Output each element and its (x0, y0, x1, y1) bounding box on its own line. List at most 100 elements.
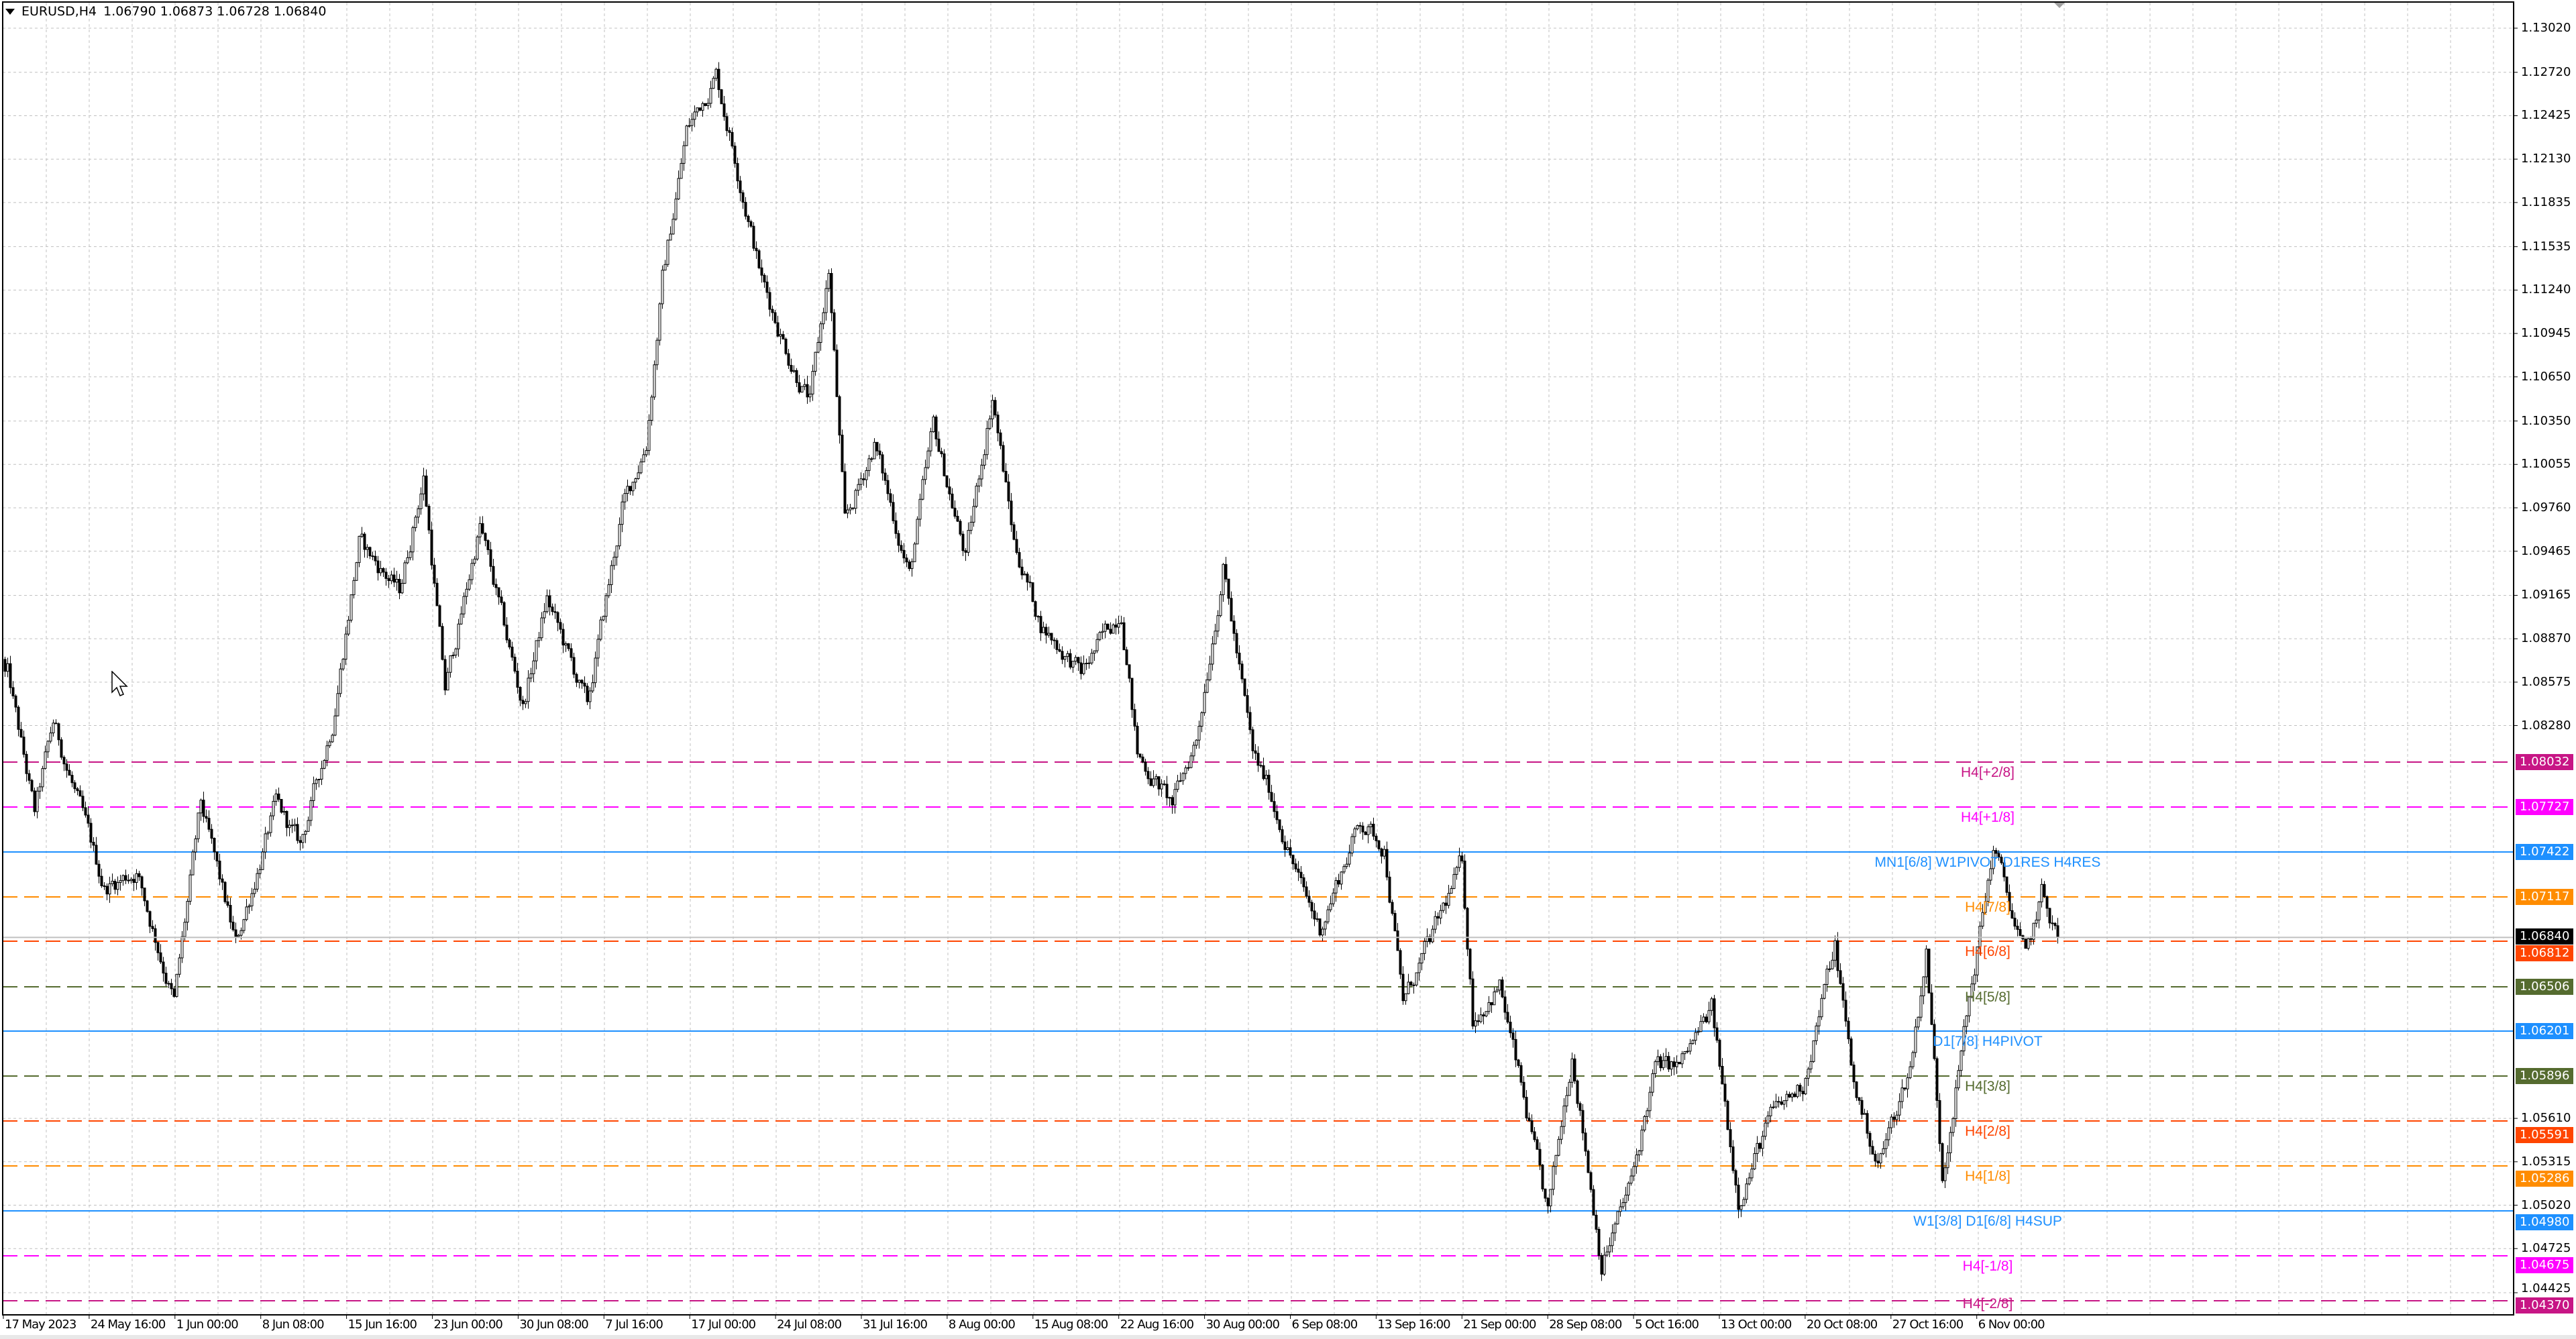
candle-bullish (532, 660, 535, 674)
candle-bullish (2040, 883, 2043, 902)
candle-bullish (1946, 1153, 1949, 1169)
candle-bearish (68, 769, 71, 776)
candle-bullish (1181, 773, 1185, 782)
time-tick-label: 7 Jul 16:00 (605, 1318, 663, 1332)
candle-bullish (1782, 1100, 1786, 1105)
candle-bearish (19, 729, 23, 738)
candle-bullish (1978, 926, 1982, 947)
candle-bullish (929, 431, 932, 451)
candle-bullish (857, 484, 860, 491)
candle-bullish (1104, 623, 1107, 632)
candle-bearish (1597, 1228, 1601, 1256)
candle-bearish (285, 810, 288, 828)
price-tick-label: 1.11240 (2521, 282, 2571, 297)
candle-bearish (172, 988, 176, 997)
candle-bullish (1173, 789, 1177, 806)
candle-bearish (1044, 627, 1048, 636)
candle-bullish (661, 270, 664, 305)
candle-bearish (1509, 1022, 1512, 1034)
candle-bullish (588, 690, 592, 702)
candle-bullish (714, 68, 718, 79)
candle-bullish (1812, 1040, 1815, 1062)
level-price-badge: 1.04675 (2516, 1257, 2573, 1274)
candle-bearish (902, 549, 906, 559)
candle-bearish (1546, 1197, 1550, 1207)
candle-bullish (360, 533, 364, 537)
time-tick-label: 15 Aug 08:00 (1034, 1318, 1108, 1332)
candle-bullish (819, 323, 822, 343)
candle-bearish (1841, 983, 1845, 1001)
candle-bullish (1619, 1206, 1622, 1212)
candle-bullish (476, 536, 479, 559)
price-tick-label: 1.12130 (2521, 152, 2571, 166)
candle-bearish (1375, 835, 1378, 841)
price-tick-label: 1.08575 (2521, 674, 2571, 689)
candle-bullish (175, 973, 178, 997)
candle-bearish (1310, 902, 1313, 912)
candle-bullish (677, 178, 680, 200)
dropdown-triangle-icon[interactable] (5, 8, 15, 15)
candle-bullish (1884, 1139, 1888, 1149)
candle-bearish (1935, 1058, 1939, 1102)
time-tick-label: 24 May 16:00 (90, 1318, 166, 1332)
candle-bullish (197, 812, 200, 839)
candle-bearish (1436, 916, 1440, 919)
candle-bearish (1230, 598, 1233, 622)
candle-bearish (1240, 663, 1244, 680)
candle-bullish (1047, 633, 1051, 636)
candle-bearish (575, 674, 578, 683)
candle-bearish (790, 365, 793, 372)
candle-bullish (1195, 739, 1198, 746)
candle-bearish (892, 502, 895, 521)
candle-bullish (1831, 959, 1834, 969)
candle-bullish (1750, 1169, 1754, 1179)
candle-bearish (897, 533, 900, 546)
candle-bullish (1095, 639, 1099, 651)
candle-bearish (371, 555, 374, 557)
candle-bearish (838, 396, 841, 436)
candle-bullish (967, 530, 970, 553)
candle-bullish (1565, 1095, 1568, 1107)
candle-bullish (336, 693, 339, 716)
candle-bearish (508, 639, 511, 647)
candle-bearish (1860, 1100, 1864, 1115)
candle-bullish (926, 450, 930, 468)
candle-bullish (1627, 1183, 1630, 1195)
level-price-badge: 1.05896 (2516, 1068, 2573, 1084)
candle-bearish (1587, 1150, 1590, 1173)
candle-bearish (841, 435, 844, 472)
candle-bearish (492, 566, 495, 585)
candle-bullish (980, 464, 983, 480)
level-label: H4[-1/8] (1962, 1258, 2013, 1274)
candle-bullish (1450, 888, 1453, 894)
candle-bearish (1576, 1080, 1579, 1104)
candle-bullish (293, 824, 297, 826)
candle-bullish (400, 583, 404, 594)
candle-bullish (339, 668, 342, 694)
candle-bullish (916, 519, 919, 545)
chart-shift-marker-icon[interactable] (2054, 3, 2065, 8)
candle-bullish (988, 418, 991, 429)
candle-bearish (1578, 1103, 1582, 1111)
candle-bullish (602, 616, 605, 621)
candle-bearish (1868, 1132, 1872, 1147)
candle-bullish (1825, 968, 1829, 985)
candle-bullish (1487, 1002, 1491, 1012)
candle-bearish (875, 441, 879, 451)
candle-bearish (1138, 753, 1142, 757)
candle-bullish (626, 486, 629, 494)
candle-bearish (1396, 930, 1399, 951)
candle-bearish (1589, 1172, 1593, 1190)
candle-bearish (124, 875, 127, 881)
candle-bearish (940, 451, 943, 454)
candle-bearish (1855, 1081, 1858, 1098)
candle-bearish (1385, 849, 1389, 877)
candle-bearish (833, 312, 836, 351)
candle-bearish (1718, 1040, 1721, 1067)
candle-bullish (2037, 901, 2041, 920)
candle-bearish (441, 626, 444, 660)
candle-bullish (1879, 1153, 1882, 1164)
candle-bearish (1903, 1087, 1907, 1089)
candle-bearish (1079, 662, 1083, 674)
